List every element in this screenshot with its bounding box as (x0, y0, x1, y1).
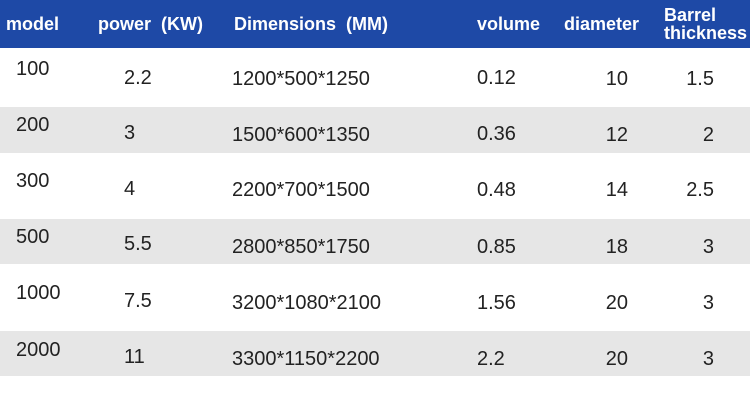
cell-diameter: 10 (605, 68, 628, 90)
cell-volume: 0.48 (477, 179, 516, 201)
cell-diameter: 20 (605, 348, 628, 370)
cell-model: 100 (16, 58, 50, 80)
cell-barrel-thickness: 3 (702, 292, 714, 314)
cell-power: 7.5 (124, 290, 152, 312)
cell-volume: 0.85 (477, 236, 516, 258)
cell-dimensions: 1200*500*1250 (232, 68, 370, 90)
cell-diameter: 20 (605, 292, 628, 314)
cell-diameter: 12 (605, 124, 628, 146)
table-row: 1000 7.5 3200*1080*2100 1.56 20 3 (0, 264, 750, 331)
header-barrel-thickness: Barrel thickness (664, 5, 748, 43)
cell-barrel-thickness: 1.5 (686, 68, 714, 90)
cell-volume: 0.36 (477, 123, 516, 145)
cell-barrel-thickness: 2 (702, 124, 714, 146)
header-power: power (KW) (98, 13, 203, 34)
cell-barrel-thickness: 2.5 (686, 179, 714, 201)
header-dimensions: Dimensions (MM) (234, 13, 389, 34)
cell-dimensions: 2200*700*1500 (232, 179, 370, 201)
cell-diameter: 14 (605, 179, 628, 201)
table-row: 2000 11 3300*1150*2200 2.2 20 3 (0, 331, 750, 376)
cell-model: 200 (16, 114, 50, 136)
cell-volume: 1.56 (477, 292, 516, 314)
table-header: model power (KW) Dimensions (MM) volume … (0, 0, 750, 48)
cell-power: 4 (124, 178, 136, 200)
cell-model: 1000 (16, 282, 61, 304)
cell-model: 300 (16, 170, 50, 192)
header-model: model (6, 13, 60, 34)
header-diameter: diameter (564, 13, 640, 34)
cell-power: 5.5 (124, 233, 152, 255)
cell-model: 2000 (16, 339, 61, 361)
cell-barrel-thickness: 3 (702, 236, 714, 258)
cell-dimensions: 2800*850*1750 (232, 236, 370, 258)
cell-power: 11 (124, 346, 145, 368)
cell-barrel-thickness: 3 (702, 348, 714, 370)
table-row: 200 3 1500*600*1350 0.36 12 2 (0, 107, 750, 153)
table-row: 300 4 2200*700*1500 0.48 14 2.5 (0, 153, 750, 219)
cell-volume: 0.12 (477, 67, 516, 89)
header-volume: volume (477, 13, 541, 34)
cell-dimensions: 3300*1150*2200 (232, 348, 380, 370)
cell-dimensions: 3200*1080*2100 (232, 292, 382, 314)
cell-model: 500 (16, 226, 50, 248)
cell-dimensions: 1500*600*1350 (232, 124, 370, 146)
cell-power: 2.2 (124, 67, 152, 89)
table-row: 100 2.2 1200*500*1250 0.12 10 1.5 (0, 48, 750, 107)
table-row: 500 5.5 2800*850*1750 0.85 18 3 (0, 219, 750, 264)
cell-volume: 2.2 (477, 348, 505, 370)
cell-power: 3 (124, 122, 136, 144)
cell-diameter: 18 (605, 236, 628, 258)
